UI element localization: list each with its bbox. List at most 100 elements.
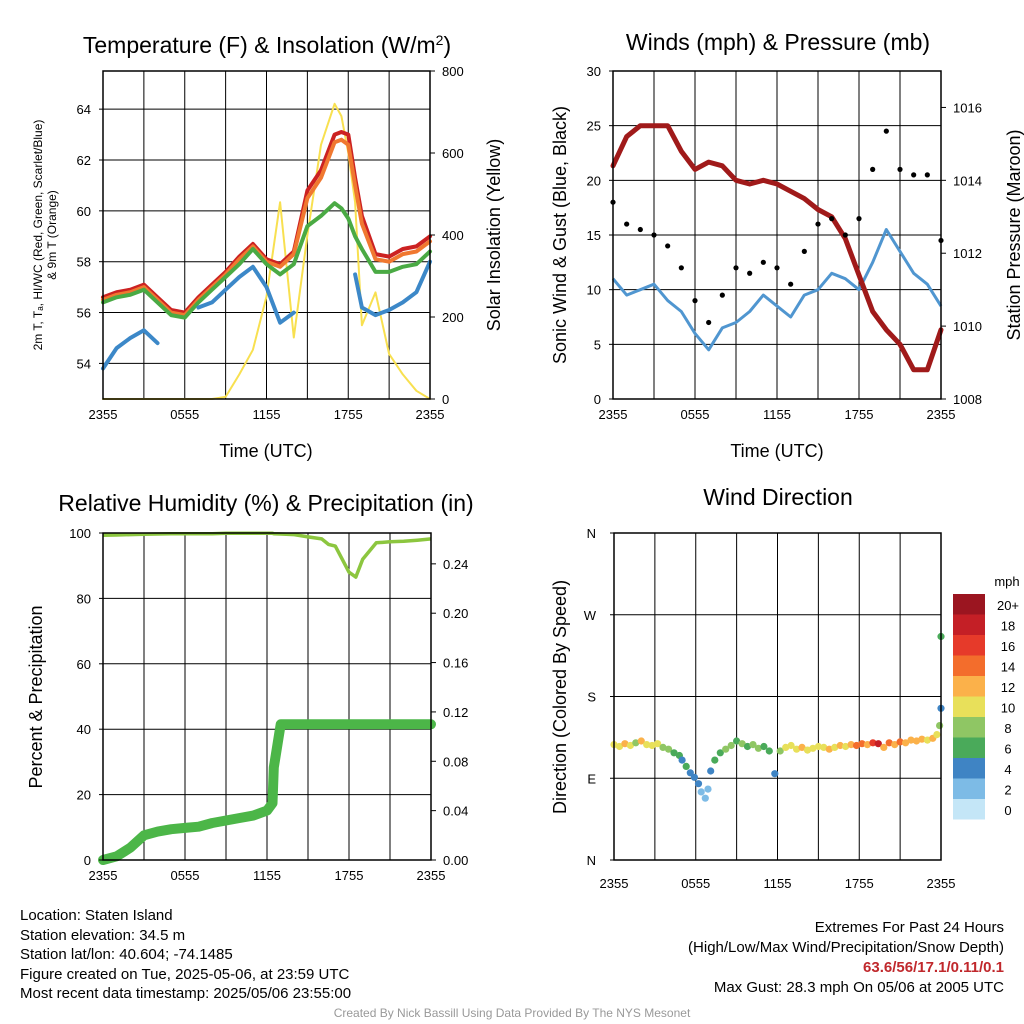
gust-point <box>815 221 821 227</box>
legend-swatch <box>953 758 985 779</box>
gust-point <box>829 216 835 222</box>
humidity-ticks: 2355 0555 1155 1755 23550204060801000.000.04… <box>69 526 468 883</box>
y-tick-label: 100 <box>69 526 91 541</box>
direction-point <box>787 741 795 750</box>
y-tick-label: 64 <box>77 102 91 117</box>
direction-point <box>701 794 709 802</box>
y-tick-label: W <box>584 608 597 623</box>
gust-point <box>883 128 889 134</box>
y-tick-label: 25 <box>587 119 601 134</box>
legend-swatch <box>953 655 985 676</box>
direction-point <box>814 742 823 751</box>
legend-label: 4 <box>1004 762 1011 777</box>
speed-legend-title: mph <box>994 574 1019 589</box>
extremes-box: Extremes For Past 24 Hours (High/Low/Max… <box>688 918 1004 998</box>
insolation-ylabel: Solar Insolation (Yellow) <box>484 139 504 331</box>
direction-point <box>842 742 850 751</box>
x-tick-label: 2355 <box>416 407 445 422</box>
legend-label: 8 <box>1004 721 1011 736</box>
x-tick-label: 2355 <box>600 876 629 891</box>
direction-point <box>760 742 768 751</box>
gust-point <box>760 259 766 265</box>
direction-point <box>722 745 730 753</box>
direction-point <box>782 743 790 752</box>
direction-point <box>659 743 667 752</box>
series-line-station-pressure <box>610 123 944 373</box>
direction-point <box>711 756 719 764</box>
y-tick-label: 10 <box>587 283 601 298</box>
legend-swatch <box>953 696 985 717</box>
legend-swatch <box>953 737 985 758</box>
y-tick-label: 5 <box>594 337 601 352</box>
y2-tick-label: 0.16 <box>443 656 468 671</box>
y-tick-label: 15 <box>587 228 601 243</box>
humidity-plot-frame <box>102 532 432 861</box>
gust-point <box>624 221 630 227</box>
direction-point <box>771 770 779 778</box>
direction-panel: Wind Direction 2355 0555 1155 1755 2355 N E S W N… <box>550 484 1020 891</box>
humidity-grid <box>103 533 431 860</box>
direction-point <box>885 739 893 747</box>
gust-point <box>842 232 848 238</box>
gust-point <box>692 298 698 304</box>
y-tick-label: 80 <box>77 591 91 606</box>
legend-label: 12 <box>1001 680 1015 695</box>
direction-point <box>690 773 699 781</box>
temperature-chart-title: Temperature (F) & Insolation (W/m2) <box>83 32 451 58</box>
legend-label: 14 <box>1001 660 1015 675</box>
direction-point <box>896 738 904 746</box>
direction-grid <box>614 533 941 860</box>
direction-point <box>733 737 741 745</box>
gust-point <box>637 226 643 233</box>
direction-point <box>626 741 635 750</box>
y2-tick-label: 0.08 <box>443 754 468 769</box>
winds-xlabel: Time (UTC) <box>730 441 823 461</box>
legend-swatch <box>953 799 985 820</box>
direction-chart-title: Wind Direction <box>703 484 853 510</box>
humidity-ylabel: Percent & Precipitation <box>26 605 46 788</box>
winds-ylabel: Sonic Wind & Gust (Blue, Black) <box>550 106 570 364</box>
direction-point <box>798 743 806 752</box>
x-tick-label: 2355 <box>417 868 446 883</box>
direction-point <box>869 739 877 747</box>
y-tick-label: 30 <box>587 64 601 79</box>
y-tick-label: 60 <box>77 204 91 219</box>
legend-label: 2 <box>1004 783 1011 798</box>
direction-point <box>727 741 735 750</box>
direction-point <box>880 743 888 752</box>
station-info: Location: Staten Island Station elevatio… <box>20 906 351 1004</box>
x-tick-label: 2355 <box>89 868 118 883</box>
y2-tick-label: 0.12 <box>443 705 468 720</box>
credit-line: Created By Nick Bassill Using Data Provi… <box>333 1006 691 1020</box>
gust-point <box>911 172 917 178</box>
direction-ylabel: Direction (Colored By Speed) <box>550 580 570 814</box>
direction-point <box>776 747 784 755</box>
gust-point <box>897 166 903 172</box>
y-tick-label: S <box>587 690 596 705</box>
temperature-xlabel: Time (UTC) <box>219 441 312 461</box>
y2-tick-label: 1012 <box>953 246 982 261</box>
series-line-td <box>101 201 432 320</box>
gust-point <box>733 265 739 271</box>
winds-ticks: 2355 0555 1155 1755 235505101520253010081010… <box>587 64 982 422</box>
extremes-values: 63.6/56/17.1/0.11/0.1 <box>863 959 1004 976</box>
extremes-description: (High/Low/Max Wind/Precipitation/Snow De… <box>688 939 1004 956</box>
y-tick-label: 56 <box>77 306 91 321</box>
temperature-panel: Temperature (F) & Insolation (W/m2) 2355… <box>31 32 504 461</box>
direction-point <box>852 741 861 750</box>
gust-point <box>706 319 712 326</box>
humidity-panel: Relative Humidity (%) & Precipitation (i… <box>26 490 474 883</box>
extremes-title: Extremes For Past 24 Hours <box>814 919 1004 936</box>
pressure-ylabel: Station Pressure (Maroon) <box>1004 129 1024 340</box>
y-tick-label: 20 <box>77 788 91 803</box>
direction-point <box>697 788 705 796</box>
series-line-sonic-wind <box>611 228 943 352</box>
x-tick-label: 1155 <box>763 407 791 422</box>
direction-point <box>654 740 662 748</box>
direction-point <box>704 785 712 793</box>
y-tick-label: 58 <box>77 255 91 270</box>
direction-point <box>682 762 690 771</box>
y-tick-label: 62 <box>77 153 91 168</box>
gust-point <box>651 232 657 238</box>
direction-point <box>694 780 703 788</box>
